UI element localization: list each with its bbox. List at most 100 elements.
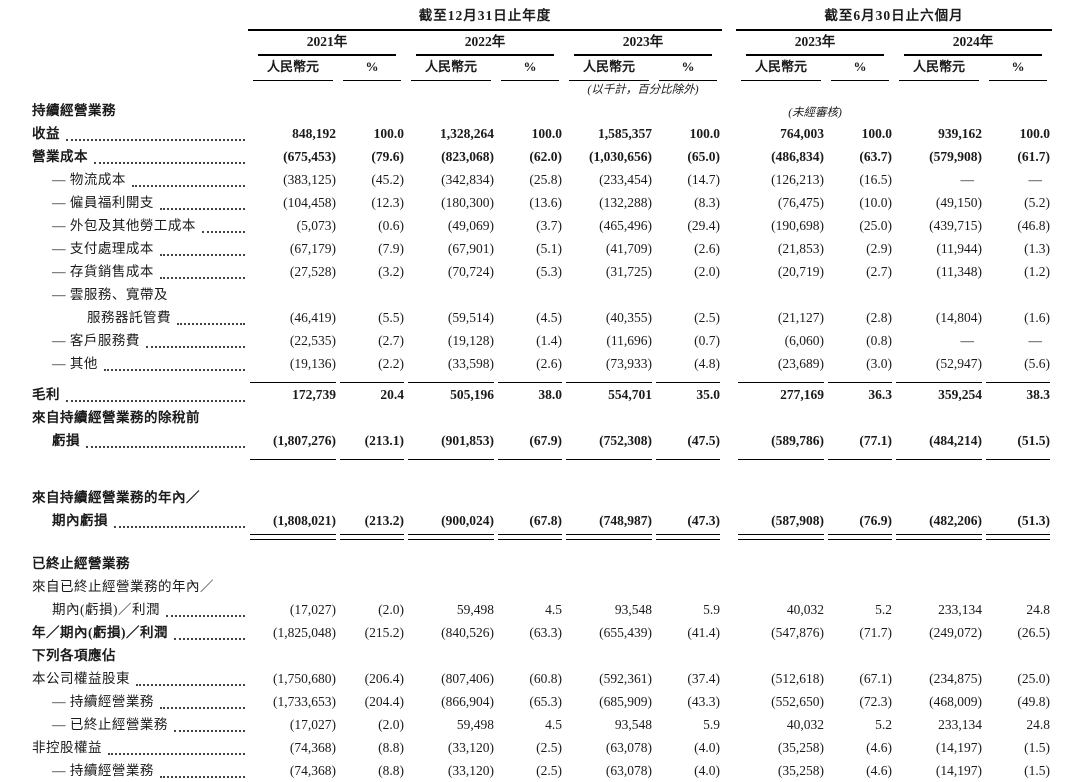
document-page: { "header": { "period_groups": [ { "labe… <box>0 6 1080 778</box>
value-cell-currency: (1,733,653) <box>273 694 336 709</box>
row-label-wrap: 下列各項應佔 <box>32 644 248 667</box>
row-label-text: — 已終止經營業務 <box>52 717 168 732</box>
value-cell-percent: (72.3) <box>859 694 893 709</box>
empty-cell <box>248 406 1052 429</box>
dot-leader <box>94 162 245 164</box>
value-cell-currency: 939,162 <box>938 126 983 141</box>
value-cell-currency: 172,739 <box>292 387 336 402</box>
value-cell-percent: 35.0 <box>696 387 721 402</box>
group-gap <box>722 99 736 122</box>
value-cell-currency: (190,698) <box>771 218 825 233</box>
value-cell-currency: (76,475) <box>777 195 825 210</box>
value-cell-percent: (1.4) <box>536 333 562 348</box>
value-cell-percent: (25.8) <box>529 172 562 187</box>
value-cell-currency: (74,368) <box>289 740 336 755</box>
row-label: 已終止經營業務 <box>32 552 248 575</box>
value-cell-percent: (16.5) <box>859 172 893 187</box>
value-cell-percent: (79.6) <box>371 149 404 164</box>
rule-line <box>828 534 893 540</box>
value-cell-currency: (52,947) <box>935 356 983 371</box>
value-cell-percent: (65.3) <box>529 694 562 709</box>
table-row: — 持續經營業務 (1,733,653) (204.4) (866,904) (65.3… <box>32 690 1052 713</box>
value-cell-percent: (51.5) <box>1017 433 1051 448</box>
value-cell-percent: (41.4) <box>687 625 721 640</box>
percent-header: % <box>654 56 722 81</box>
group-gap <box>722 713 736 736</box>
row-label: — 存貨銷售成本 <box>32 260 248 283</box>
value-cell-percent: — <box>1028 172 1043 187</box>
value-cell-percent: (60.8) <box>529 671 562 686</box>
value-cell-currency: (342,834) <box>441 172 494 187</box>
empty-cell <box>248 575 1052 598</box>
rule-line <box>408 457 494 460</box>
value-cell-currency: (249,072) <box>929 625 983 640</box>
single-rule <box>338 452 406 460</box>
unaudited-note: (未經審核) <box>788 107 842 119</box>
group-gap <box>722 429 736 452</box>
row-label: 收益 <box>32 122 248 145</box>
double-rule <box>406 532 496 540</box>
row-label: 非控股權益 <box>32 736 248 759</box>
rule-line <box>986 457 1051 460</box>
value-cell-currency: (63,078) <box>605 740 652 755</box>
row-label-wrap: 服務器託管費 <box>87 306 248 329</box>
row-label-text: 期內(虧損)／利潤 <box>52 602 160 617</box>
table-row: — 其他 (19,136) (2.2) (33,598) (2.6) (73,933) (4… <box>32 352 1052 375</box>
empty-cell <box>894 99 1052 122</box>
dot-leader <box>108 753 245 755</box>
row-label: — 客戶服務費 <box>32 329 248 352</box>
value-cell-percent: 100.0 <box>531 126 562 141</box>
year-2023: 2023年 <box>564 31 722 56</box>
value-cell-percent: (67.1) <box>859 671 893 686</box>
spacer-row <box>32 460 1052 486</box>
row-label-wrap: 來自持續經營業務的除稅前 <box>32 406 248 429</box>
value-cell-percent: 24.8 <box>1026 717 1051 732</box>
value-cell-percent: 5.9 <box>703 717 721 732</box>
rule-line <box>828 380 893 383</box>
value-cell-currency: (233,454) <box>599 172 652 187</box>
row-label: — 外包及其他勞工成本 <box>32 214 248 237</box>
value-cell-percent: (46.8) <box>1017 218 1051 233</box>
value-cell-percent: (5.5) <box>378 310 404 325</box>
percent-header: % <box>984 56 1052 81</box>
value-cell-percent: (2.6) <box>694 241 721 256</box>
value-cell-percent: (67.9) <box>529 433 562 448</box>
value-cell-currency: (23,689) <box>777 356 825 371</box>
single-rule <box>826 375 894 383</box>
value-cell-currency: (512,618) <box>771 671 825 686</box>
row-label-wrap: — 支付處理成本 <box>52 237 248 260</box>
value-cell-percent: (2.0) <box>694 264 721 279</box>
row-label-text: — 持續經營業務 <box>52 763 154 778</box>
dot-leader <box>136 684 245 686</box>
single-rule <box>894 375 984 383</box>
row-label-wrap: — 僱員福利開支 <box>52 191 248 214</box>
value-cell-currency: (35,258) <box>777 763 825 778</box>
table-row: 期內虧損 (1,808,021) (213.2) (900,024) (67.8) (74… <box>32 509 1052 532</box>
rule-row <box>32 532 1052 540</box>
value-cell-currency: (104,458) <box>283 195 336 210</box>
value-cell-percent: 5.2 <box>875 602 893 617</box>
double-rule <box>248 532 338 540</box>
table-row: 年／期內(虧損)／利潤 (1,825,048) (215.2) (840,526) (6… <box>32 621 1052 644</box>
group-gap <box>722 214 736 237</box>
single-rule <box>984 375 1052 383</box>
table-row: — 支付處理成本 (67,179) (7.9) (67,901) (5.1) (41,70… <box>32 237 1052 260</box>
percent-header: % <box>496 56 564 81</box>
value-cell-percent: (4.8) <box>694 356 721 371</box>
value-cell-percent: (1.5) <box>1024 740 1051 755</box>
row-label: 來自已終止經營業務的年內／ <box>32 575 248 598</box>
percent-header: % <box>826 56 894 81</box>
group-gap <box>722 667 736 690</box>
value-cell-percent: 38.3 <box>1026 387 1051 402</box>
row-label-text: — 雲服務、寬帶及 <box>52 287 168 302</box>
table-row: — 客戶服務費 (22,535) (2.7) (19,128) (1.4) (11,696… <box>32 329 1052 352</box>
row-label-wrap: 營業成本 <box>32 145 248 168</box>
row-label: — 持續經營業務 <box>32 690 248 713</box>
value-cell-currency: (17,027) <box>289 602 336 617</box>
single-rule <box>496 452 564 460</box>
value-cell-currency: (1,807,276) <box>273 433 336 448</box>
value-cell-currency: (234,875) <box>929 671 983 686</box>
value-cell-currency: 93,548 <box>614 602 652 617</box>
value-cell-percent: (7.9) <box>378 241 404 256</box>
value-cell-percent: (213.2) <box>364 513 404 528</box>
